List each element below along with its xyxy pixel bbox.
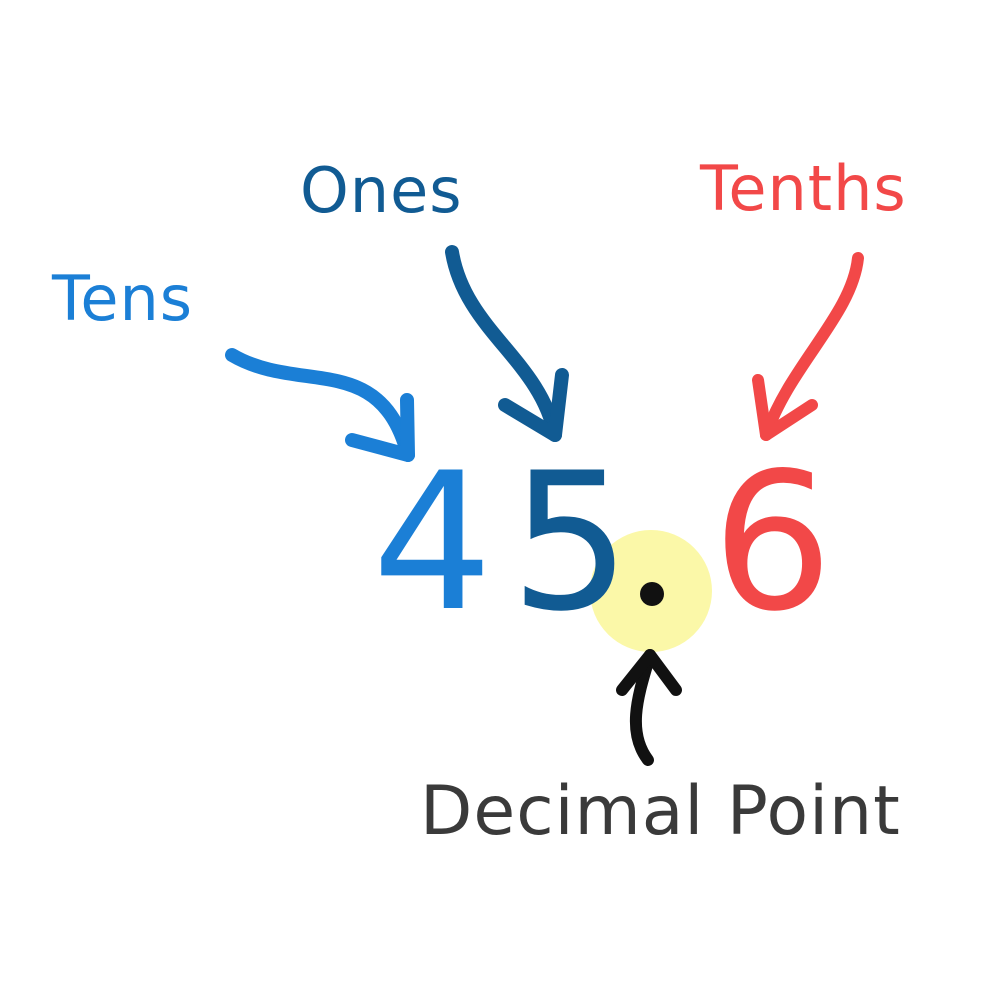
decimal-point — [640, 582, 664, 606]
tens-digit: 4 — [372, 432, 493, 653]
ones-arrow-icon — [445, 245, 569, 442]
tenths-arrow-icon — [752, 252, 864, 441]
ones-digit: 5 — [510, 432, 631, 653]
decimal-point-label: Decimal Point — [420, 772, 901, 851]
tens-arrow-icon — [225, 348, 415, 462]
decimal-arrow-icon — [616, 649, 682, 766]
tenths-digit: 6 — [712, 432, 833, 653]
ones-label: Ones — [300, 154, 463, 227]
tens-label: Tens — [52, 262, 194, 335]
tenths-label: Tenths — [700, 152, 907, 225]
